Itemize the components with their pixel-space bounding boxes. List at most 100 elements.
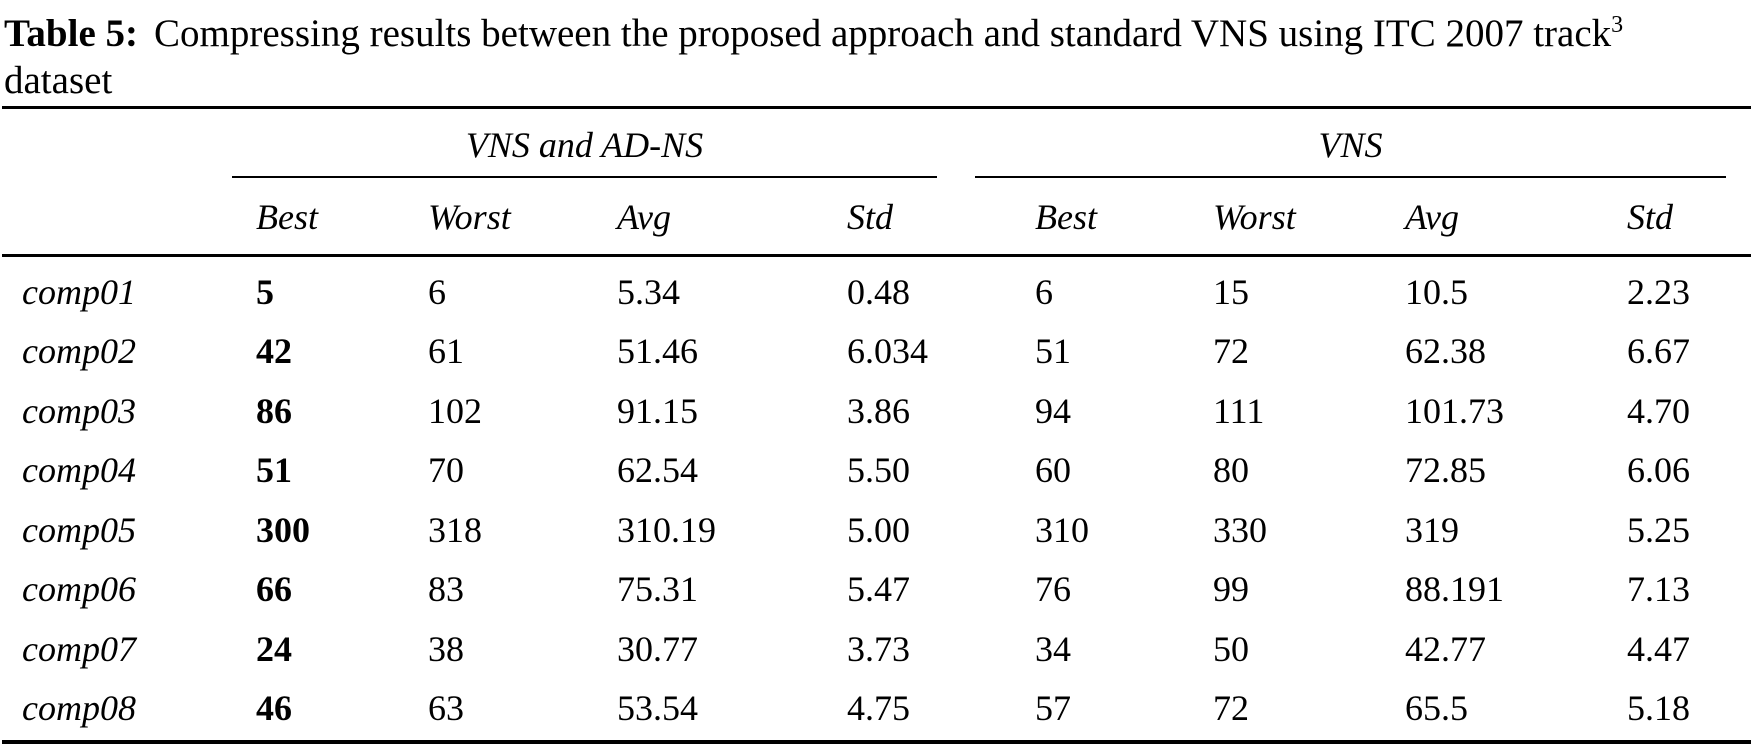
cell-vns-std: 2.23 [1627, 271, 1690, 312]
row-label: comp01 [22, 271, 136, 312]
header-vns-std: Std [1627, 197, 1674, 237]
cell-vnsadns-worst: 61 [428, 331, 464, 372]
cell-vnsadns-best: 86 [256, 390, 292, 431]
table-row: comp03 86 102 91.15 3.86 94 111 101.73 4… [0, 381, 1753, 441]
cell-vnsadns-best: 42 [256, 331, 292, 372]
caption-line-2: dataset [4, 59, 113, 102]
cell-vns-best: 76 [1035, 569, 1071, 610]
cell-vns-std: 5.25 [1627, 509, 1690, 550]
cell-vnsadns-avg: 310.19 [617, 509, 716, 550]
cell-vns-best: 57 [1035, 688, 1071, 729]
cell-vns-best: 51 [1035, 331, 1071, 372]
header-vnsadns-worst: Worst [428, 197, 511, 237]
cell-vns-worst: 80 [1213, 450, 1249, 491]
group-header-vns: VNS [1318, 125, 1383, 165]
cell-vnsadns-worst: 38 [428, 628, 464, 669]
cell-vns-avg: 319 [1405, 509, 1459, 550]
cell-vnsadns-avg: 75.31 [617, 569, 698, 610]
cell-vnsadns-avg: 51.46 [617, 331, 698, 372]
cell-vns-avg: 65.5 [1405, 688, 1468, 729]
cell-vnsadns-worst: 83 [428, 569, 464, 610]
cell-vnsadns-best: 66 [256, 569, 292, 610]
cell-vnsadns-avg: 30.77 [617, 628, 698, 669]
cell-vnsadns-best: 5 [256, 271, 274, 312]
header-vns-avg: Avg [1405, 197, 1459, 237]
group-rule-vns [975, 176, 1726, 178]
row-label: comp08 [22, 688, 136, 729]
cell-vns-best: 6 [1035, 271, 1053, 312]
row-label: comp04 [22, 450, 136, 491]
header-vns-worst: Worst [1213, 197, 1296, 237]
table-row: comp02 42 61 51.46 6.034 51 72 62.38 6.6… [0, 322, 1753, 382]
group-rule-vns-adns [232, 176, 937, 178]
cell-vns-avg: 62.38 [1405, 331, 1486, 372]
caption-footnote-marker: 3 [1611, 12, 1624, 38]
cell-vnsadns-std: 5.00 [847, 509, 910, 550]
cell-vnsadns-avg: 62.54 [617, 450, 698, 491]
table-bottom-rule [2, 740, 1751, 744]
header-separator-rule [2, 254, 1751, 257]
cell-vnsadns-std: 3.73 [847, 628, 910, 669]
cell-vns-std: 6.67 [1627, 331, 1690, 372]
table-body: comp01 5 6 5.34 0.48 6 15 10.5 2.23 comp… [0, 262, 1753, 738]
cell-vnsadns-avg: 5.34 [617, 271, 680, 312]
header-vnsadns-best: Best [256, 197, 318, 237]
cell-vnsadns-worst: 102 [428, 390, 482, 431]
cell-vns-best: 94 [1035, 390, 1071, 431]
cell-vnsadns-best: 24 [256, 628, 292, 669]
row-label: comp03 [22, 390, 136, 431]
cell-vnsadns-std: 5.47 [847, 569, 910, 610]
cell-vns-best: 34 [1035, 628, 1071, 669]
table-row: comp08 46 63 53.54 4.75 57 72 65.5 5.18 [0, 679, 1753, 739]
table-caption: Table 5: Compressing results between the … [4, 2, 1751, 104]
cell-vnsadns-std: 0.48 [847, 271, 910, 312]
table-top-rule [2, 106, 1751, 109]
header-vnsadns-std: Std [847, 197, 894, 237]
cell-vnsadns-std: 6.034 [847, 331, 928, 372]
row-label: comp07 [22, 628, 136, 669]
cell-vns-std: 6.06 [1627, 450, 1690, 491]
caption-text: Compressing results between the proposed… [154, 12, 1612, 55]
column-headers: Best Worst Avg Std Best Worst Avg Std [0, 188, 1753, 246]
table-row: comp07 24 38 30.77 3.73 34 50 42.77 4.47 [0, 619, 1753, 679]
table-row: comp04 51 70 62.54 5.50 60 80 72.85 6.06 [0, 441, 1753, 501]
cell-vnsadns-std: 5.50 [847, 450, 910, 491]
row-label: comp05 [22, 509, 136, 550]
cell-vns-worst: 99 [1213, 569, 1249, 610]
header-vns-best: Best [1035, 197, 1097, 237]
cell-vns-worst: 72 [1213, 688, 1249, 729]
cell-vns-worst: 111 [1213, 390, 1265, 431]
header-vnsadns-avg: Avg [617, 197, 671, 237]
cell-vns-std: 7.13 [1627, 569, 1690, 610]
cell-vns-avg: 101.73 [1405, 390, 1504, 431]
cell-vnsadns-worst: 6 [428, 271, 446, 312]
cell-vns-std: 5.18 [1627, 688, 1690, 729]
cell-vns-avg: 72.85 [1405, 450, 1486, 491]
cell-vnsadns-worst: 70 [428, 450, 464, 491]
cell-vns-std: 4.70 [1627, 390, 1690, 431]
cell-vns-worst: 72 [1213, 331, 1249, 372]
row-label: comp06 [22, 569, 136, 610]
table-row: comp06 66 83 75.31 5.47 76 99 88.191 7.1… [0, 560, 1753, 620]
cell-vns-std: 4.47 [1627, 628, 1690, 669]
cell-vnsadns-best: 300 [256, 509, 310, 550]
cell-vnsadns-avg: 91.15 [617, 390, 698, 431]
cell-vns-worst: 50 [1213, 628, 1249, 669]
group-header-vns-adns: VNS and AD-NS [465, 125, 704, 165]
cell-vnsadns-std: 3.86 [847, 390, 910, 431]
cell-vnsadns-worst: 318 [428, 509, 482, 550]
caption-line-1: Table 5: Compressing results between the … [4, 2, 1751, 57]
cell-vns-best: 60 [1035, 450, 1071, 491]
cell-vnsadns-worst: 63 [428, 688, 464, 729]
cell-vns-best: 310 [1035, 509, 1089, 550]
table-row: comp05 300 318 310.19 5.00 310 330 319 5… [0, 500, 1753, 560]
cell-vnsadns-std: 4.75 [847, 688, 910, 729]
table-row: comp01 5 6 5.34 0.48 6 15 10.5 2.23 [0, 262, 1753, 322]
caption-table-number: Table 5: [4, 12, 139, 55]
cell-vns-worst: 15 [1213, 271, 1249, 312]
cell-vnsadns-best: 46 [256, 688, 292, 729]
cell-vns-avg: 10.5 [1405, 271, 1468, 312]
cell-vnsadns-best: 51 [256, 450, 292, 491]
cell-vns-worst: 330 [1213, 509, 1267, 550]
